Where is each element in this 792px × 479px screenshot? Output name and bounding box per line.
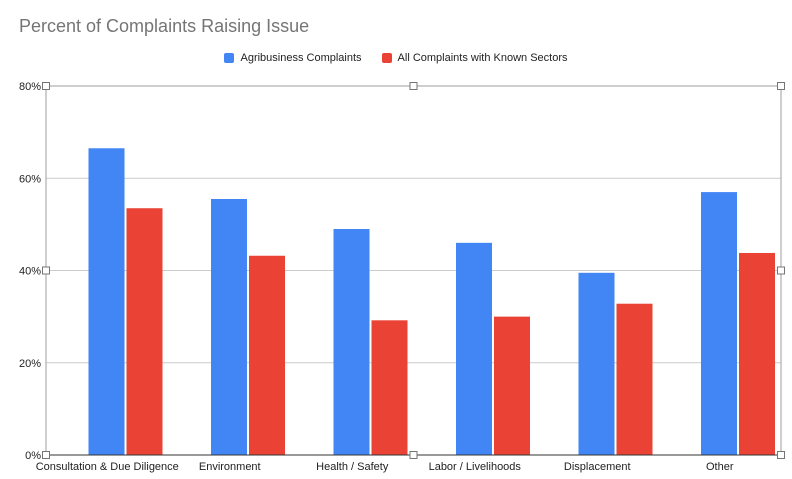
bar-all-complaints-0 <box>126 208 163 455</box>
y-tick-label-60: 60% <box>19 173 41 185</box>
bar-agribusiness-4 <box>578 272 615 455</box>
bar-agribusiness-2 <box>333 228 370 455</box>
resize-handle-3[interactable] <box>42 266 50 275</box>
resize-handle-5[interactable] <box>42 451 50 459</box>
x-tick-label-4: Displacement <box>564 461 631 473</box>
legend-label-all-complaints: All Complaints with Known Sectors <box>397 52 568 64</box>
resize-handle-6[interactable] <box>409 451 418 459</box>
legend-swatch-agribusiness <box>224 53 235 63</box>
resize-handle-1[interactable] <box>409 82 418 90</box>
bar-agribusiness-5 <box>701 192 737 455</box>
x-tick-label-1: Environment <box>199 461 261 473</box>
x-tick-label-5: Other <box>706 461 734 473</box>
y-tick-label-80: 80% <box>19 81 41 93</box>
bar-all-complaints-2 <box>371 320 408 455</box>
legend: Agribusiness Complaints All Complaints w… <box>0 52 792 64</box>
resize-handle-7[interactable] <box>777 451 785 459</box>
bar-all-complaints-5 <box>739 252 775 455</box>
bar-agribusiness-3 <box>456 242 492 455</box>
chart-title: Percent of Complaints Raising Issue <box>19 16 310 36</box>
resize-handle-0[interactable] <box>42 82 50 90</box>
bar-agribusiness-1 <box>211 199 247 455</box>
legend-item-all-complaints[interactable]: All Complaints with Known Sectors <box>381 52 568 64</box>
resize-handle-4[interactable] <box>777 266 785 275</box>
y-tick-label-40: 40% <box>19 266 41 278</box>
resize-handle-2[interactable] <box>777 82 785 90</box>
x-tick-label-2: Health / Safety <box>316 461 389 473</box>
legend-item-agribusiness[interactable]: Agribusiness Complaints <box>224 52 362 64</box>
x-tick-label-0: Consultation & Due Diligence <box>36 461 179 473</box>
y-tick-label-0: 0% <box>25 450 41 462</box>
y-tick-label-20: 20% <box>19 358 41 370</box>
bar-all-complaints-1 <box>249 255 285 455</box>
x-tick-label-3: Labor / Livelihoods <box>429 461 522 473</box>
bar-agribusiness-0 <box>88 148 125 456</box>
legend-swatch-all-complaints <box>381 53 392 63</box>
bar-all-complaints-4 <box>616 303 653 455</box>
bar-all-complaints-3 <box>494 316 530 455</box>
legend-label-agribusiness: Agribusiness Complaints <box>240 52 362 64</box>
